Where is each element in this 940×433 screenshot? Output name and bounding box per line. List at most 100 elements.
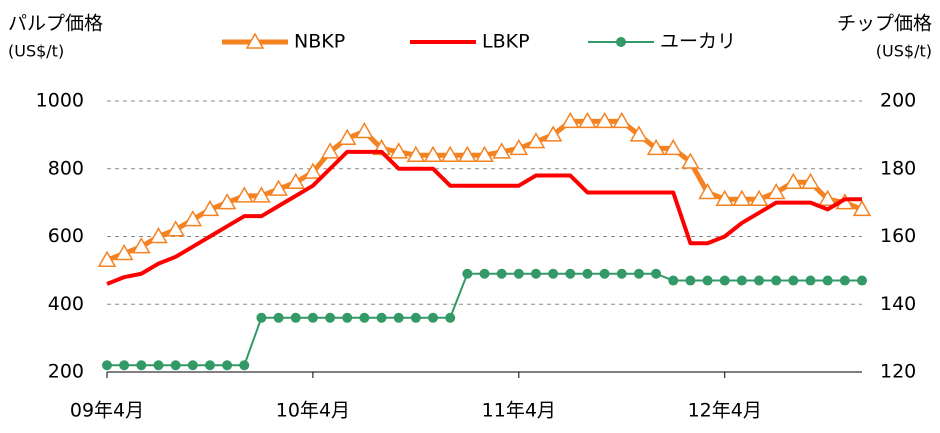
point	[97, 250, 117, 267]
point	[119, 360, 130, 371]
point	[389, 142, 408, 159]
point	[406, 145, 426, 162]
legend-label: ユーカリ	[660, 31, 736, 53]
point	[290, 312, 301, 323]
legend-marker	[616, 37, 626, 47]
point	[681, 152, 700, 169]
point	[307, 312, 318, 323]
point	[337, 128, 357, 146]
point	[252, 186, 271, 203]
point	[629, 125, 649, 142]
point	[513, 268, 524, 279]
x-tick-label: 10年4月	[276, 400, 350, 422]
point	[646, 138, 666, 156]
point	[410, 312, 421, 323]
point	[355, 121, 374, 139]
y-tick-label: 400	[48, 293, 84, 315]
point	[736, 275, 747, 286]
point	[766, 182, 786, 200]
x-tick-label: 11年4月	[482, 400, 556, 422]
y-title: パルプ価格	[8, 13, 103, 35]
point	[719, 275, 730, 286]
point	[492, 142, 511, 159]
point	[445, 312, 456, 323]
point	[788, 275, 799, 286]
point	[183, 210, 203, 227]
point	[102, 360, 112, 371]
point	[286, 172, 306, 190]
x-tick-label: 09年4月	[70, 400, 144, 422]
point	[818, 189, 837, 206]
y2-tick-label: 120	[880, 361, 916, 383]
point	[393, 312, 404, 323]
point	[222, 360, 233, 371]
point	[273, 312, 284, 323]
point	[342, 312, 353, 323]
point	[320, 142, 340, 159]
point	[509, 138, 529, 156]
y-unit: (US$/t)	[8, 42, 64, 61]
point	[771, 275, 782, 286]
point	[239, 360, 250, 371]
point	[149, 226, 168, 244]
point	[595, 111, 614, 129]
x-tick-label: 12年4月	[688, 400, 762, 422]
point	[325, 312, 336, 323]
point	[359, 312, 370, 323]
point	[698, 182, 717, 200]
point	[715, 189, 735, 206]
y2-title: チップ価格	[837, 13, 932, 35]
point	[458, 145, 477, 162]
y2-tick-label: 180	[880, 157, 916, 179]
y-tick-label: 800	[48, 157, 84, 179]
y2-unit: (US$/t)	[876, 42, 932, 61]
point	[822, 275, 833, 286]
series-line	[107, 272, 862, 367]
point	[805, 275, 816, 286]
point	[376, 312, 387, 323]
point	[702, 275, 713, 286]
point	[204, 360, 215, 371]
point	[582, 268, 593, 279]
point	[462, 268, 473, 279]
point	[852, 199, 872, 217]
point	[749, 189, 769, 206]
y-tick-label: 600	[48, 225, 84, 247]
point	[543, 125, 563, 142]
point	[633, 268, 644, 279]
point	[217, 193, 237, 210]
point	[754, 275, 765, 286]
point	[651, 268, 662, 279]
point	[530, 268, 541, 279]
point	[479, 268, 490, 279]
point	[801, 172, 820, 190]
point	[475, 145, 494, 162]
legend-marker	[245, 32, 265, 49]
point	[612, 111, 632, 129]
point	[114, 243, 134, 261]
point	[565, 268, 576, 279]
point	[256, 312, 267, 323]
point	[548, 268, 559, 279]
point	[616, 268, 627, 279]
point	[784, 172, 803, 190]
point	[428, 312, 439, 323]
point	[170, 360, 181, 371]
point	[440, 145, 460, 162]
series-line	[106, 118, 863, 263]
y-tick-label: 1000	[36, 90, 84, 112]
point	[423, 145, 443, 162]
y-tick-label: 200	[48, 361, 84, 383]
point	[668, 275, 679, 286]
y2-tick-label: 160	[880, 225, 916, 247]
point	[561, 111, 580, 129]
point	[153, 360, 164, 371]
point	[496, 268, 507, 279]
y2-tick-label: 200	[880, 90, 916, 112]
point	[857, 275, 867, 286]
point	[526, 132, 546, 149]
point	[578, 111, 597, 129]
point	[234, 186, 254, 203]
point	[187, 360, 198, 371]
